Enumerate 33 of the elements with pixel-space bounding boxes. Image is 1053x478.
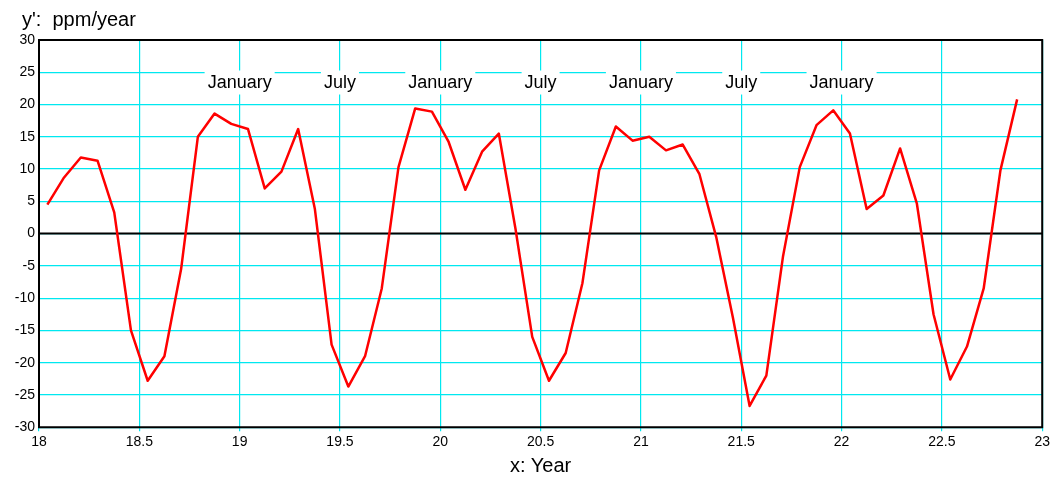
- y-axis-title: y': ppm/year: [22, 8, 137, 30]
- x-tick-label: 22: [833, 433, 850, 450]
- x-tick-label: 23: [1034, 433, 1051, 450]
- y-tick-label: -30: [14, 418, 36, 435]
- y-tick-label: 15: [19, 127, 36, 144]
- x-tick-label: 21.5: [727, 433, 756, 450]
- annotation: January: [809, 71, 874, 92]
- x-tick-label: 19.5: [326, 433, 354, 450]
- x-tick-label: 18: [31, 433, 47, 450]
- y-tick-label: 20: [19, 95, 36, 112]
- y-tick-label: 0: [27, 224, 36, 241]
- x-tick-label: 19: [231, 433, 248, 450]
- x-tick-label: 20.5: [526, 433, 555, 450]
- y-tick-label: 5: [27, 192, 36, 209]
- y-tick-label: -25: [14, 385, 36, 402]
- y-tick-label: 10: [19, 159, 36, 176]
- annotation: July: [725, 71, 758, 92]
- y-tick-label: -5: [22, 256, 36, 273]
- annotation: July: [524, 71, 557, 92]
- x-tick-label: 22.5: [928, 433, 956, 450]
- x-tick-label: 21: [633, 433, 649, 450]
- y-tick-label: -10: [14, 288, 36, 305]
- y-tick-label: -20: [14, 353, 36, 370]
- x-tick-label: 18.5: [125, 433, 154, 450]
- annotation: January: [207, 71, 272, 92]
- x-axis-title: x: Year: [510, 453, 572, 476]
- annotation: January: [608, 71, 673, 92]
- y-tick-label: -15: [14, 321, 36, 338]
- annotation: January: [408, 71, 473, 92]
- y-tick-label: 30: [19, 30, 36, 47]
- x-tick-label: 20: [432, 433, 449, 450]
- y-tick-label: 25: [19, 63, 36, 80]
- annotation: July: [323, 71, 356, 92]
